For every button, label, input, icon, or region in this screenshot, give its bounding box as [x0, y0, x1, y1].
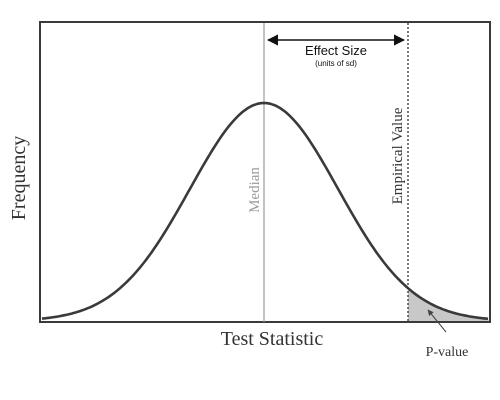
median-label: Median [247, 167, 263, 213]
p-value-pointer-arrow [427, 309, 447, 333]
p-value-shaded-area [408, 288, 489, 321]
empirical-value-label: Empirical Value [390, 107, 406, 204]
y-axis-label: Frequency [8, 136, 30, 220]
p-value-label: P-value [426, 345, 469, 360]
distribution-curve [41, 101, 489, 321]
effect-size-units-label: (units of sd) [315, 59, 357, 68]
plot-frame [39, 21, 491, 323]
effect-size-label: Effect Size [305, 43, 367, 58]
x-axis-label: Test Statistic [221, 328, 324, 350]
